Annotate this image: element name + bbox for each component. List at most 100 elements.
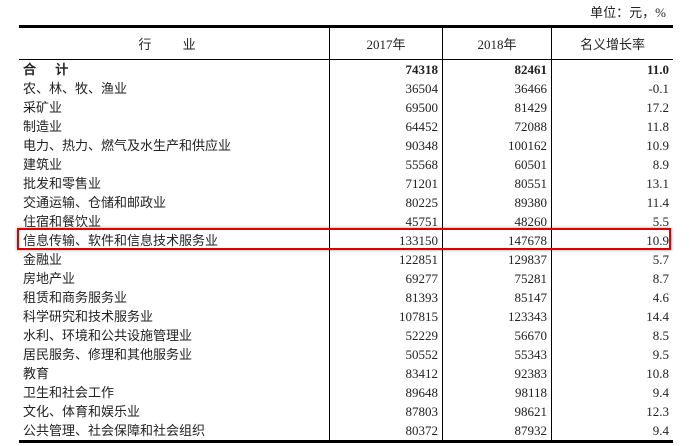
value-2017-cell: 81393 <box>329 288 443 307</box>
value-2018-cell: 48260 <box>442 212 552 231</box>
growth-rate-cell: 10.9 <box>646 138 669 153</box>
table-row: 租赁和商务服务业 81393 85147 4.6 <box>19 288 673 307</box>
growth-rate-cell: 9.4 <box>551 421 673 443</box>
value-2017-cell: 80372 <box>329 421 443 443</box>
industry-cell: 金融业 <box>19 250 330 269</box>
value-2018-cell: 100162 <box>442 136 552 155</box>
table-row: 科学研究和技术服务业 107815 123343 14.4 <box>19 307 673 326</box>
growth-rate-cell: 9.5 <box>652 347 669 362</box>
industry-cell: 科学研究和技术服务业 <box>19 307 330 326</box>
growth-rate-cell: 8.5 <box>652 328 669 343</box>
industry-cell: 电力、热力、燃气及水生产和供应业 <box>19 136 330 155</box>
value-2018-cell: 72088 <box>442 117 552 136</box>
value-2017-cell: 71201 <box>329 174 443 193</box>
industry-cell: 居民服务、修理和其他服务业 <box>19 345 330 364</box>
table-row: 金融业 122851 129837 5.7 <box>19 250 673 269</box>
header-2018: 2018年 <box>442 25 552 60</box>
value-2018-cell: 85147 <box>442 288 552 307</box>
value-2018-cell: 98118 <box>442 383 552 402</box>
value-2018-cell: 36466 <box>442 79 552 98</box>
industry-cell: 信息传输、软件和信息技术服务业 <box>19 231 330 250</box>
industry-cell: 租赁和商务服务业 <box>19 288 330 307</box>
value-2018-cell: 82461 <box>442 59 552 79</box>
value-2017-cell: 69277 <box>329 269 443 288</box>
industry-cell: 建筑业 <box>19 155 330 174</box>
industry-cell: 农、林、牧、渔业 <box>19 79 330 98</box>
growth-rate-cell: 13.1 <box>646 176 669 191</box>
table-row: 文化、体育和娱乐业 87803 98621 12.3 <box>19 402 673 421</box>
growth-rate-cell: -0.1 <box>648 81 669 96</box>
growth-rate-cell: 11.4 <box>646 195 669 210</box>
value-2018-cell: 87932 <box>442 421 552 443</box>
value-2017-cell: 87803 <box>329 402 443 421</box>
table-row: 采矿业 69500 81429 17.2 <box>19 98 673 117</box>
industry-cell: 制造业 <box>19 117 330 136</box>
growth-rate-cell: 17.2 <box>646 100 669 115</box>
industry-cell: 采矿业 <box>19 98 330 117</box>
table-row: 公共管理、社会保障和社会组织 80372 87932 9.4 <box>19 421 673 443</box>
value-2017-cell: 36504 <box>329 79 443 98</box>
value-2018-cell: 60501 <box>442 155 552 174</box>
industry-cell: 教育 <box>19 364 330 383</box>
growth-rate-cell: 5.5 <box>652 214 669 229</box>
value-2017-cell: 45751 <box>329 212 443 231</box>
growth-rate-cell: 4.6 <box>652 290 669 305</box>
industry-cell: 住宿和餐饮业 <box>19 212 330 231</box>
value-2017-cell: 133150 <box>329 231 443 250</box>
value-2017-cell: 64452 <box>329 117 443 136</box>
table-row: 水利、环境和公共设施管理业 52229 56670 8.5 <box>19 326 673 345</box>
value-2017-cell: 55568 <box>329 155 443 174</box>
growth-rate-cell: 9.4 <box>652 385 669 400</box>
table-row: 居民服务、修理和其他服务业 50552 55343 9.5 <box>19 345 673 364</box>
total-row: 合 计 74318 82461 11.0 <box>19 59 673 79</box>
unit-label: 单位：元，% <box>590 5 666 20</box>
table-row: 批发和零售业 71201 80551 13.1 <box>19 174 673 193</box>
value-2017-cell: 83412 <box>329 364 443 383</box>
growth-rate-cell: 8.9 <box>652 157 669 172</box>
table-row: 交通运输、仓储和邮政业 80225 89380 11.4 <box>19 193 673 212</box>
value-2018-cell: 92383 <box>442 364 552 383</box>
industry-cell: 合 计 <box>19 59 330 79</box>
table-row: 信息传输、软件和信息技术服务业 133150 147678 10.9 <box>19 231 673 250</box>
table-row: 住宿和餐饮业 45751 48260 5.5 <box>19 212 673 231</box>
value-2018-cell: 98621 <box>442 402 552 421</box>
value-2018-cell: 123343 <box>442 307 552 326</box>
value-2017-cell: 90348 <box>329 136 443 155</box>
value-2018-cell: 55343 <box>442 345 552 364</box>
value-2017-cell: 122851 <box>329 250 443 269</box>
value-2017-cell: 52229 <box>329 326 443 345</box>
industry-cell: 公共管理、社会保障和社会组织 <box>19 421 330 443</box>
value-2018-cell: 89380 <box>442 193 552 212</box>
growth-rate-cell: 11.0 <box>646 62 669 77</box>
value-2017-cell: 50552 <box>329 345 443 364</box>
header-growth: 名义增长率 <box>551 25 673 60</box>
industry-cell: 文化、体育和娱乐业 <box>19 402 330 421</box>
table-row: 农、林、牧、渔业 36504 36466 -0.1 <box>19 79 673 98</box>
header-industry: 行 业 <box>19 25 330 60</box>
growth-rate-cell: 8.7 <box>652 271 669 286</box>
value-2017-cell: 69500 <box>329 98 443 117</box>
growth-rate-cell: 10.8 <box>646 366 669 381</box>
industry-cell: 卫生和社会工作 <box>19 383 330 402</box>
growth-rate-cell: 5.7 <box>652 252 669 267</box>
table-row: 制造业 64452 72088 11.8 <box>19 117 673 136</box>
value-2018-cell: 129837 <box>442 250 552 269</box>
value-2017-cell: 80225 <box>329 193 443 212</box>
table-row: 房地产业 69277 75281 8.7 <box>19 269 673 288</box>
growth-rate-cell: 14.4 <box>646 309 669 324</box>
value-2017-cell: 89648 <box>329 383 443 402</box>
growth-rate-cell: 11.8 <box>646 119 669 134</box>
value-2018-cell: 147678 <box>442 231 552 250</box>
industry-cell: 房地产业 <box>19 269 330 288</box>
industry-cell: 交通运输、仓储和邮政业 <box>19 193 330 212</box>
growth-rate-cell: 12.3 <box>646 404 669 419</box>
growth-rate-cell: 10.9 <box>646 233 669 248</box>
table-row: 电力、热力、燃气及水生产和供应业 90348 100162 10.9 <box>19 136 673 155</box>
table-row: 建筑业 55568 60501 8.9 <box>19 155 673 174</box>
header-2017: 2017年 <box>329 25 443 60</box>
wage-table: 行 业 2017年 2018年 名义增长率 合 计 74318 82461 11.0 农… <box>19 25 673 443</box>
value-2018-cell: 80551 <box>442 174 552 193</box>
industry-cell: 水利、环境和公共设施管理业 <box>19 326 330 345</box>
value-2017-cell: 107815 <box>329 307 443 326</box>
industry-cell: 批发和零售业 <box>19 174 330 193</box>
